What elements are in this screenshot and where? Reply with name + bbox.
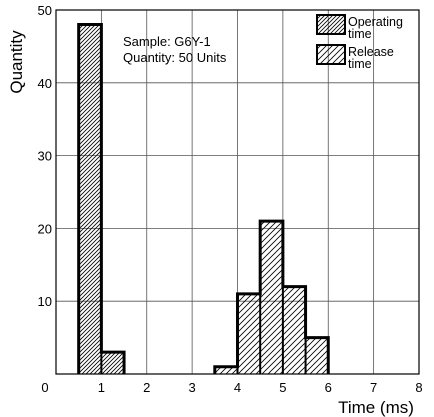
histogram-bar xyxy=(282,286,306,374)
y-tick-label: 30 xyxy=(38,149,52,164)
x-tick-label: 8 xyxy=(415,380,422,395)
y-tick-label: 50 xyxy=(38,3,52,18)
legend-swatch-release xyxy=(316,44,346,65)
x-tick-label: 4 xyxy=(234,380,241,395)
tick-labels: 0 1 2 3 4 5 6 7 8 10 20 30 40 50 xyxy=(38,3,423,395)
legend-swatch-operating xyxy=(316,14,346,35)
legend-label-release-line2: time xyxy=(348,57,372,71)
legend-label-operating-line2: time xyxy=(348,27,372,41)
histogram-bar xyxy=(260,221,283,374)
legend: Operating time Release time xyxy=(316,14,403,71)
x-tick-label: 6 xyxy=(325,380,332,395)
x-tick-label: 2 xyxy=(143,380,150,395)
quantity-label: Quantity: 50 Units xyxy=(123,50,227,65)
histogram-bar xyxy=(214,366,238,374)
series-1 xyxy=(213,219,330,374)
sample-annotation: Sample: G6Y-1 Quantity: 50 Units xyxy=(123,34,227,65)
histogram-outline xyxy=(77,23,126,374)
x-axis-label: Time (ms) xyxy=(338,398,414,417)
x-tick-label: 0 xyxy=(41,380,48,395)
legend-label-release: Release xyxy=(348,45,394,59)
legend-label-operating: Operating xyxy=(348,15,403,29)
histogram-bar xyxy=(305,337,329,374)
y-tick-label: 20 xyxy=(38,221,52,236)
histogram-outline xyxy=(213,219,330,374)
sample-label: Sample: G6Y-1 xyxy=(123,34,211,49)
x-tick-label: 3 xyxy=(189,380,196,395)
histogram-bar xyxy=(78,24,102,375)
histogram-bar xyxy=(101,352,125,374)
x-tick-label: 7 xyxy=(370,380,377,395)
y-tick-label: 40 xyxy=(38,76,52,91)
x-tick-label: 1 xyxy=(98,380,105,395)
series-0 xyxy=(77,23,126,375)
histogram-bars xyxy=(77,23,330,375)
x-tick-label: 5 xyxy=(279,380,286,395)
histogram-bar xyxy=(237,293,261,374)
y-axis-label: Quantity xyxy=(7,30,26,94)
plot-frame xyxy=(55,9,420,375)
grid-lines xyxy=(56,10,419,374)
y-tick-label: 10 xyxy=(38,294,52,309)
